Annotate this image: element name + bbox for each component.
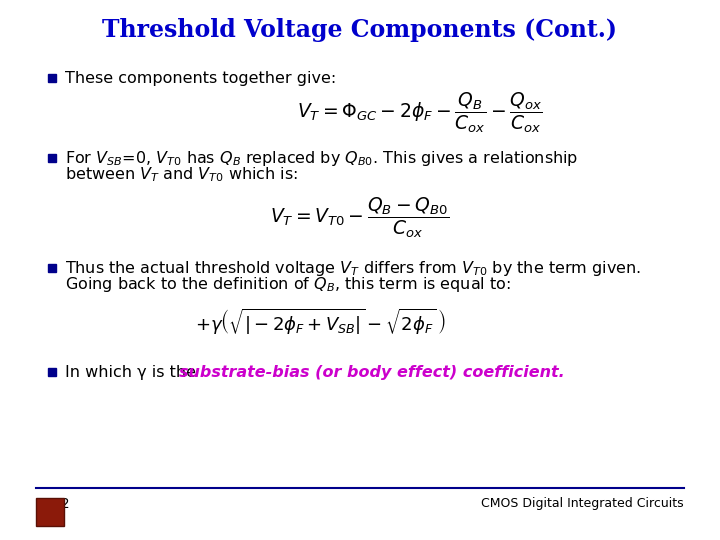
- Text: CMOS Digital Integrated Circuits: CMOS Digital Integrated Circuits: [482, 497, 684, 510]
- Text: between $V_T$ and $V_{T0}$ which is:: between $V_T$ and $V_{T0}$ which is:: [65, 166, 298, 184]
- Text: Threshold Voltage Components (Cont.): Threshold Voltage Components (Cont.): [102, 18, 618, 42]
- Text: $+\gamma\left(\sqrt{\left|-2\phi_F + V_{SB}\right|} - \sqrt{2\phi_F}\,\right)$: $+\gamma\left(\sqrt{\left|-2\phi_F + V_{…: [194, 307, 445, 337]
- Text: Going back to the definition of $Q_B$, this term is equal to:: Going back to the definition of $Q_B$, t…: [65, 275, 511, 294]
- Bar: [48, 368, 56, 376]
- Text: 12: 12: [52, 497, 70, 511]
- Bar: [48, 154, 56, 162]
- Text: For $V_{SB}$=0, $V_{T0}$ has $Q_B$ replaced by $Q_{B0}$. This gives a relationsh: For $V_{SB}$=0, $V_{T0}$ has $Q_B$ repla…: [65, 148, 578, 167]
- Text: $V_T = \Phi_{GC} - 2\phi_F - \dfrac{Q_B}{C_{ox}} - \dfrac{Q_{ox}}{C_{ox}}$: $V_T = \Phi_{GC} - 2\phi_F - \dfrac{Q_B}…: [297, 91, 543, 135]
- Text: $V_T = V_{T0} - \dfrac{Q_B - Q_{B0}}{C_{ox}}$: $V_T = V_{T0} - \dfrac{Q_B - Q_{B0}}{C_{…: [271, 196, 449, 240]
- Text: In which γ is the: In which γ is the: [65, 364, 201, 380]
- Bar: [48, 264, 56, 272]
- Bar: [48, 74, 56, 82]
- Text: These components together give:: These components together give:: [65, 71, 336, 85]
- Text: substrate-bias (or body effect) coefficient.: substrate-bias (or body effect) coeffici…: [179, 364, 565, 380]
- FancyBboxPatch shape: [36, 498, 64, 526]
- Text: Thus the actual threshold voltage $V_T$ differs from $V_{T0}$ by the term given.: Thus the actual threshold voltage $V_T$ …: [65, 259, 641, 278]
